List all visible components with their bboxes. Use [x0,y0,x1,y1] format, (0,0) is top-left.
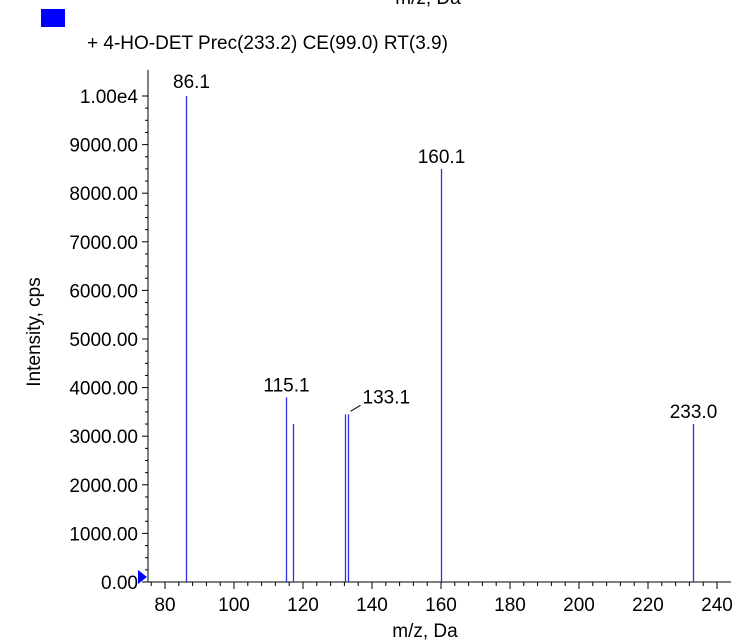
x-tick-label: 160 [425,595,457,616]
y-tick-label: 7000.00 [69,233,138,254]
x-tick-label: 100 [218,595,250,616]
y-tick-label: 2000.00 [69,476,138,497]
x-tick-label: 80 [154,595,175,616]
y-tick-label: 1000.00 [69,524,138,545]
x-tick-label: 200 [563,595,595,616]
y-tick-label: 8000.00 [69,184,138,205]
y-tick-label: 4000.00 [69,379,138,400]
peak-label: 115.1 [263,375,309,396]
y-tick-label: 3000.00 [69,427,138,448]
y-tick-label: 9000.00 [69,136,138,157]
y-tick-label: 5000.00 [69,330,138,351]
peak-label-leader [350,404,361,412]
peak-label: 86.1 [173,72,210,93]
x-axis-ticks: 80 100 120 140 160 180 200 220 240 [150,582,733,616]
legend-label: + 4-HO-DET Prec(233.2) CE(99.0) RT(3.9) [87,33,448,54]
y-axis-title: Intensity, cps [24,277,45,386]
peak-labels: 86.1 115.1 133.1 160.1 233.0 [173,72,717,423]
legend-swatch [41,9,65,27]
y-tick-label: 1.00e4 [80,87,139,108]
x-tick-label: 180 [494,595,526,616]
precursor-marker-icon [138,570,147,584]
y-axis-ticks: 0.00 1000.00 2000.00 3000.00 4000.00 5000.00 6… [69,87,148,594]
y-tick-label: 0.00 [101,573,138,594]
x-tick-label: 140 [356,595,388,616]
x-axis-title: m/z, Da [392,621,458,641]
peak-label: 233.0 [670,402,718,423]
legend: + 4-HO-DET Prec(233.2) CE(99.0) RT(3.9) [41,9,448,54]
clipped-header-title: m/z, Da [395,0,461,9]
peak-label: 160.1 [418,147,466,168]
y-tick-label: 6000.00 [69,281,138,302]
peak-label: 133.1 [363,387,411,408]
spectrum-peaks [185,96,695,582]
x-tick-label: 240 [701,595,733,616]
x-tick-label: 120 [287,595,319,616]
x-tick-label: 220 [632,595,664,616]
